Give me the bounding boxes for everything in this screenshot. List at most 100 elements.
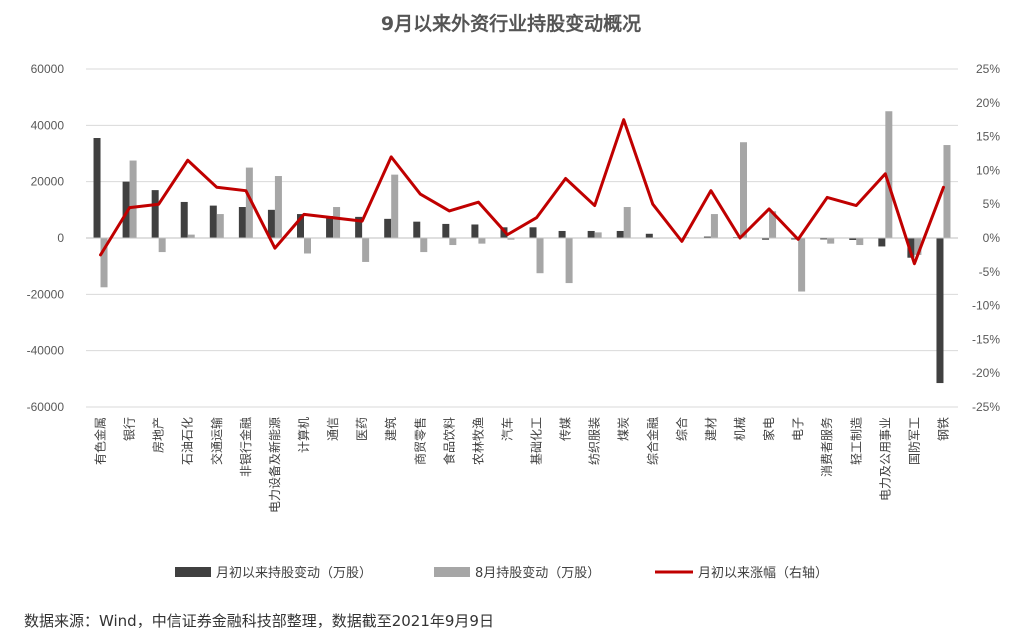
category-label: 银行	[123, 417, 137, 441]
right-tick-label: -20%	[972, 366, 1000, 380]
category-label: 轻工制造	[849, 417, 863, 465]
bar-series-2	[565, 238, 573, 284]
left-axis-ticks: 60000 40000 20000 0 -20000 -40000 -60000	[27, 62, 65, 414]
bar-series-1	[645, 233, 653, 238]
right-tick-label: -15%	[972, 332, 1000, 346]
right-tick-label: -5%	[979, 265, 1001, 279]
bar-series-2	[943, 145, 951, 238]
category-label: 电力设备及新能源	[267, 417, 282, 513]
right-tick-label: 25%	[976, 62, 1000, 76]
bar-series-1	[384, 218, 392, 238]
right-tick-label: 5%	[983, 197, 1001, 211]
category-label: 商贸零售	[412, 417, 427, 465]
bar-series-2	[914, 238, 922, 255]
right-tick-label: 10%	[976, 163, 1000, 177]
legend-label-series-2: 8月持股变动（万股）	[475, 565, 600, 581]
bar-series-1	[936, 238, 944, 384]
legend-swatch-series-1	[175, 567, 211, 577]
bar-series-2	[187, 234, 195, 238]
bar-series-1	[122, 181, 130, 238]
bar-series-1	[471, 224, 479, 238]
category-label: 消费者服务	[819, 417, 834, 477]
bar-series-2	[274, 176, 282, 238]
category-label: 农林牧渔	[471, 417, 485, 465]
right-axis-ticks: 25% 20% 15% 10% 5% 0% -5% -10% -15% -20% -25%	[972, 62, 1000, 414]
bars	[93, 111, 951, 384]
bar-series-1	[849, 238, 857, 240]
bar-series-2	[769, 211, 777, 238]
bar-series-2	[304, 238, 311, 254]
category-label: 基础化工	[530, 417, 544, 465]
bar-series-2	[129, 160, 137, 238]
category-label: 机械	[732, 417, 747, 441]
category-label: 综合金融	[645, 417, 660, 465]
bar-series-1	[558, 230, 566, 238]
bar-series-2	[856, 238, 864, 246]
bar-series-1	[529, 227, 537, 238]
bar-series-1	[93, 138, 101, 238]
left-tick-label: 40000	[31, 118, 65, 132]
category-label: 建材	[704, 417, 718, 441]
left-tick-label: 0	[57, 231, 64, 245]
category-label: 电力及公用事业	[878, 417, 892, 501]
legend-swatch-series-2	[434, 567, 470, 577]
category-label: 钢铁	[936, 417, 950, 441]
bar-series-2	[362, 238, 370, 262]
category-label: 汽车	[499, 417, 514, 441]
left-tick-label: -40000	[27, 344, 65, 358]
bar-series-2	[420, 238, 428, 253]
category-label: 家电	[761, 417, 776, 441]
bar-series-1	[820, 238, 828, 240]
bar-series-1	[297, 214, 304, 238]
line-series	[99, 118, 945, 266]
bar-series-2	[391, 174, 399, 239]
bar-series-2	[245, 167, 253, 238]
bar-series-1	[267, 209, 275, 238]
bar-series-1	[326, 216, 334, 238]
line-series-3	[99, 118, 945, 266]
category-label: 有色金属	[93, 417, 108, 465]
bar-series-1	[587, 230, 595, 238]
category-label: 医药	[355, 417, 369, 441]
bar-series-1	[791, 238, 799, 240]
bar-series-1	[907, 238, 915, 258]
legend-item-series-2: 8月持股变动（万股）	[434, 565, 600, 581]
bar-series-2	[594, 232, 602, 238]
bar-series-2	[885, 111, 893, 238]
gridlines	[86, 68, 958, 408]
legend-item-series-1: 月初以来持股变动（万股）	[175, 565, 372, 581]
category-label: 煤炭	[617, 417, 631, 441]
category-label: 交通运输	[209, 417, 224, 465]
category-label: 计算机	[296, 417, 311, 453]
category-label: 房地产	[151, 417, 166, 453]
bar-series-2	[507, 238, 515, 240]
right-tick-label: 15%	[976, 130, 1000, 144]
legend-label-series-3: 月初以来涨幅（右轴）	[698, 566, 828, 581]
right-tick-label: 0%	[983, 231, 1001, 245]
category-label: 电子	[791, 417, 805, 441]
source-note: 数据来源：Wind，中信证券金融科技部整理，数据截至2021年9月9日	[24, 612, 494, 630]
left-tick-label: -20000	[27, 287, 65, 301]
left-tick-label: 20000	[31, 175, 65, 189]
right-tick-label: -25%	[972, 400, 1000, 414]
left-tick-label: -60000	[27, 400, 65, 414]
bar-series-1	[413, 221, 421, 238]
legend: 月初以来持股变动（万股） 8月持股变动（万股） 月初以来涨幅（右轴）	[175, 565, 828, 581]
legend-item-series-3: 月初以来涨幅（右轴）	[655, 566, 828, 581]
category-label: 食品饮料	[441, 417, 456, 465]
right-tick-label: 20%	[976, 96, 1000, 110]
bar-series-1	[151, 190, 159, 238]
category-label: 石油石化	[181, 417, 195, 465]
bar-series-2	[449, 238, 457, 246]
bar-series-1	[209, 205, 217, 238]
right-tick-label: -10%	[972, 299, 1000, 313]
bar-series-2	[623, 207, 631, 238]
category-label: 综合	[674, 417, 689, 441]
bar-series-2	[100, 238, 108, 288]
bar-series-2	[536, 238, 544, 274]
bar-series-1	[703, 236, 711, 238]
bar-series-1	[762, 238, 770, 240]
category-label: 建筑	[383, 417, 398, 441]
